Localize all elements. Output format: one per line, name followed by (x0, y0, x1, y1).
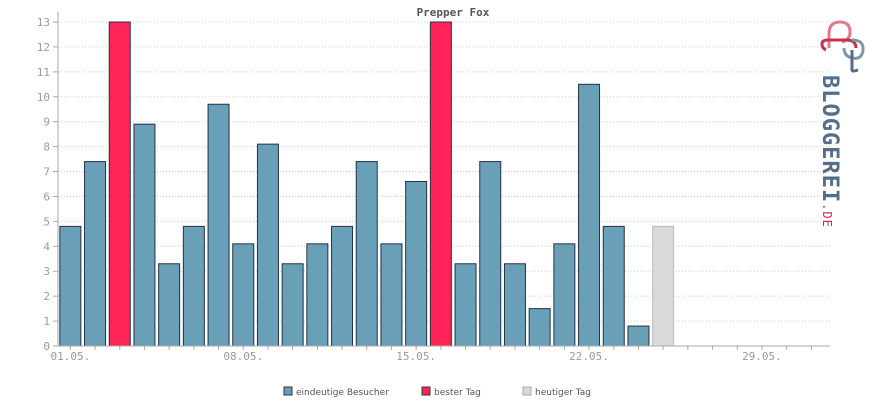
legend-swatch (421, 386, 431, 396)
legend-item-best: bester Tag (421, 386, 481, 398)
bar-visitor (207, 103, 230, 347)
bar-visitor (232, 243, 255, 347)
legend-label: eindeutige Besucher (296, 388, 389, 398)
y-tick-label: 7 (43, 166, 50, 179)
bar-visitor (380, 243, 403, 347)
legend-item-visitor: eindeutige Besucher (283, 386, 389, 398)
logo-text-suffix: .DE (820, 203, 834, 228)
bar-visitor (306, 243, 329, 347)
x-tick-label: 22.05. (569, 350, 609, 363)
y-tick-label: 4 (43, 240, 50, 253)
bars (59, 21, 675, 347)
y-tick-label: 9 (43, 116, 50, 129)
bar-best (108, 21, 131, 347)
logo-text: BLOGGEREI.DE (817, 75, 842, 228)
y-tick-label: 5 (43, 215, 50, 228)
y-tick-label: 2 (43, 290, 50, 303)
bar-visitor (158, 263, 181, 347)
bar-visitor (454, 263, 477, 347)
bar-visitor (578, 83, 601, 347)
bar-best (429, 21, 452, 347)
legend-label: bester Tag (434, 388, 481, 398)
bloggerei-logo: BLOGGEREI.DE (817, 20, 865, 228)
bar-visitor (528, 308, 551, 347)
y-tick-label: 0 (43, 340, 50, 353)
bar-visitor (59, 225, 82, 347)
bar-visitor (602, 225, 625, 347)
bar-visitor (84, 161, 107, 347)
chart-title: Prepper Fox (417, 6, 490, 19)
bar-visitor (331, 225, 354, 347)
x-tick-label: 01.05. (50, 350, 90, 363)
bar-visitor (553, 243, 576, 347)
legend-swatch (283, 386, 293, 396)
bar-visitor (281, 263, 304, 347)
bar-visitor (479, 161, 502, 347)
y-tick-label: 13 (37, 16, 50, 29)
bar-visitor (627, 325, 650, 347)
bloggerei-logo-icon (820, 20, 865, 73)
x-tick-label: 08.05. (223, 350, 263, 363)
y-tick-label: 3 (43, 265, 50, 278)
legend-label: heutiger Tag (535, 388, 591, 398)
x-tick-label: 29.05. (742, 350, 782, 363)
bar-visitor (182, 225, 205, 347)
legend-item-today: heutiger Tag (522, 386, 591, 398)
y-tick-label: 1 (43, 315, 50, 328)
y-tick-label: 11 (37, 66, 50, 79)
y-tick-label: 6 (43, 190, 50, 203)
legend-swatch (522, 386, 532, 396)
bar-today (652, 225, 675, 347)
x-tick-label: 15.05. (396, 350, 436, 363)
y-tick-label: 10 (37, 91, 50, 104)
bar-visitor (133, 123, 156, 347)
y-tick-label: 8 (43, 141, 50, 154)
bar-visitor (405, 181, 428, 347)
y-tick-label: 12 (37, 41, 50, 54)
bar-visitor (355, 161, 378, 347)
bar-visitor (503, 263, 526, 347)
bar-visitor (256, 143, 279, 347)
logo-text-main: BLOGGEREI (817, 75, 842, 203)
legend: eindeutige Besucher bester Tag heutiger Ta… (283, 386, 591, 398)
